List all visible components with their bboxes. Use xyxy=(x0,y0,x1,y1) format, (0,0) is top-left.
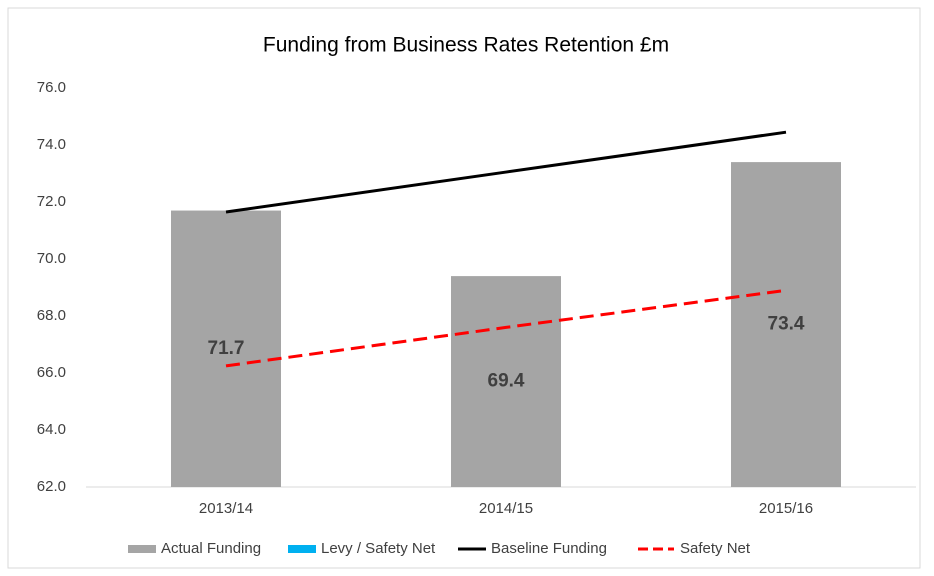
line-series xyxy=(225,288,787,368)
legend-label: Actual Funding xyxy=(161,540,261,557)
bar xyxy=(171,210,281,488)
legend-label: Safety Net xyxy=(680,540,751,557)
y-tick-label: 72.0 xyxy=(37,193,66,210)
y-tick-label: 68.0 xyxy=(37,307,66,324)
bar xyxy=(451,276,561,487)
x-tick-label: 2014/15 xyxy=(479,500,533,517)
legend-swatch xyxy=(288,545,316,553)
y-tick-label: 74.0 xyxy=(37,136,66,153)
legend-label: Baseline Funding xyxy=(491,540,607,557)
data-label: 71.7 xyxy=(208,338,245,359)
x-tick-label: 2015/16 xyxy=(759,500,813,517)
chart-title: Funding from Business Rates Retention £m xyxy=(263,34,669,57)
y-tick-label: 70.0 xyxy=(37,250,66,267)
bar xyxy=(731,162,841,487)
x-tick-label: 2013/14 xyxy=(199,500,253,517)
legend-swatch xyxy=(128,545,156,553)
data-label: 73.4 xyxy=(768,314,805,335)
data-label: 69.4 xyxy=(488,371,525,392)
y-tick-label: 76.0 xyxy=(37,79,66,96)
legend-label: Levy / Safety Net xyxy=(321,540,436,557)
line-series xyxy=(225,130,787,214)
y-tick-label: 62.0 xyxy=(37,478,66,495)
y-tick-label: 66.0 xyxy=(37,364,66,381)
y-tick-label: 64.0 xyxy=(37,421,66,438)
